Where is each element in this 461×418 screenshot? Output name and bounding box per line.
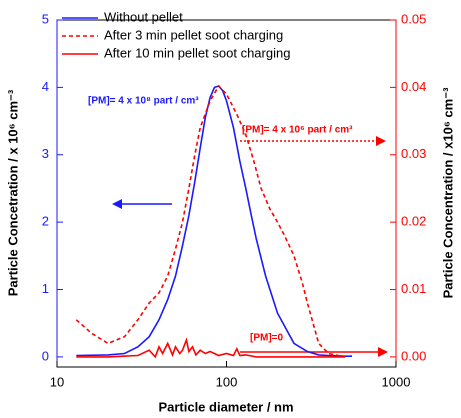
y-tick-label: 3 xyxy=(42,146,49,161)
y-tick-label: 0 xyxy=(42,348,49,363)
y2-axis-label: Particle Concentration / x10⁶ cm⁻³ xyxy=(440,87,455,298)
x-tick-label: 1000 xyxy=(382,374,411,389)
annotation: [PM]=0 xyxy=(250,333,284,344)
y-tick-label: 2 xyxy=(42,214,49,229)
y2-tick-label: 0.03 xyxy=(401,146,426,161)
x-tick-label: 10 xyxy=(50,374,64,389)
arrows xyxy=(112,136,388,357)
series-line xyxy=(75,84,346,358)
legend-label: After 10 min pellet soot charging xyxy=(104,45,290,60)
legend-label: After 3 min pellet soot charging xyxy=(104,27,283,42)
annotation: [PM]= 4 x 10⁶ part / cm³ xyxy=(242,125,353,136)
y2-tick-label: 0.01 xyxy=(401,281,426,296)
y-tick-label: 1 xyxy=(42,281,49,296)
x-axis-label: Particle diameter / nm xyxy=(158,399,293,414)
series-line xyxy=(76,337,345,359)
annotation: [PM]= 4 x 10⁸ part / cm³ xyxy=(88,96,199,107)
y2-tick-label: 0.00 xyxy=(401,348,426,363)
y2-tick-label: 0.02 xyxy=(401,214,426,229)
y-tick-label: 5 xyxy=(42,11,49,26)
y-axis-label: Particle Concetration / x 10⁶ cm⁻³ xyxy=(5,89,20,296)
y-tick-label: 4 xyxy=(42,79,49,94)
x-tick-label: 100 xyxy=(216,374,238,389)
plot-frame xyxy=(56,19,397,368)
y2-tick-label: 0.04 xyxy=(401,79,426,94)
legend-label: Without pellet xyxy=(104,9,183,24)
y2-tick-label: 0.05 xyxy=(401,11,426,26)
